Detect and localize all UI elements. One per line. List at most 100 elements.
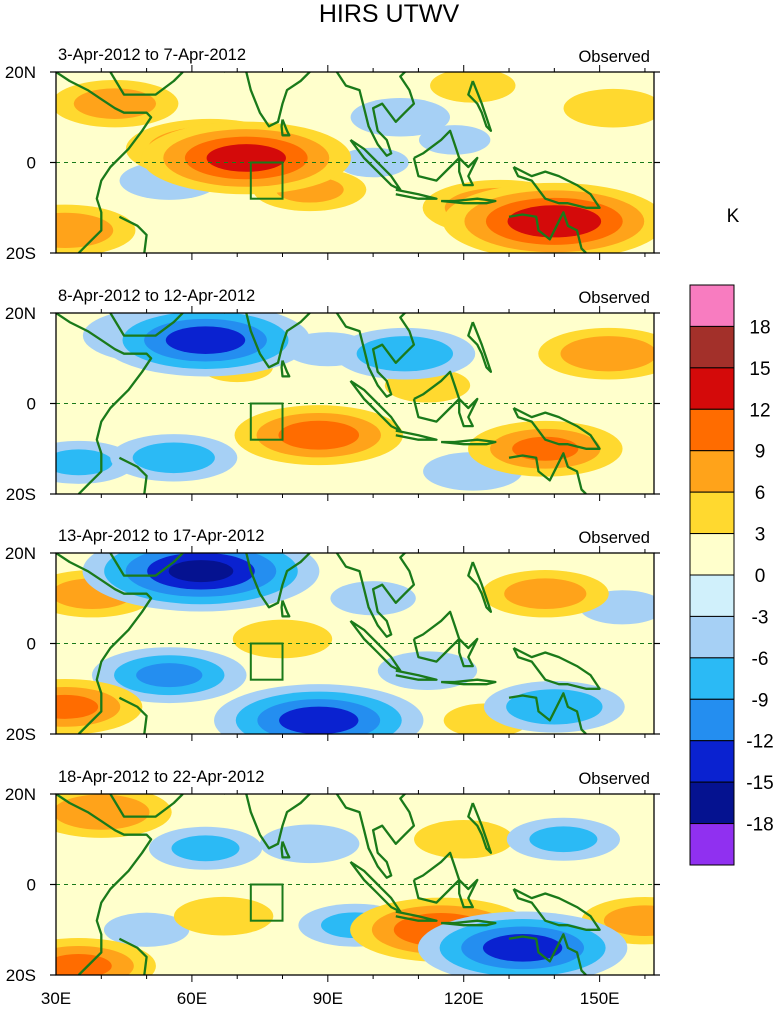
coastline [458,156,479,187]
y-tick-label: 20S [6,966,36,985]
coastline [512,646,601,690]
panel-period-label: 18-Apr-2012 to 22-Apr-2012 [58,768,264,786]
contour-band [56,794,150,830]
coastline [223,72,312,128]
coastline [508,452,587,494]
y-tick-label: 20N [5,63,36,82]
colorbar-tick-label: -9 [752,690,769,711]
contour-band [278,420,360,450]
colorbar-swatch [689,408,735,452]
contour-band [56,953,112,975]
y-tick-label: 0 [27,154,36,173]
colorbar-tick-label: 6 [755,483,766,504]
panel-observed-label: Observed [578,529,650,547]
panel-observed-label: Observed [578,289,650,307]
map-panel: 20N 0 20S 13-Apr-2012 to 17-Apr-2012 Observe… [5,527,660,744]
contour-band [563,88,654,128]
x-tick-label: 30E [41,989,71,1008]
coastline [56,794,153,975]
coastline [335,553,416,638]
coastline [395,910,438,922]
contour-band [136,663,203,688]
colorbar-swatch [689,491,735,535]
coastline [56,313,153,494]
coastline [56,553,153,734]
coastline [395,669,438,681]
colorbar-tick-label: 12 [749,400,770,421]
colorbar-tick-label: -12 [746,732,773,753]
x-tick-label: 120E [444,989,484,1008]
y-tick-label: 20S [6,244,36,263]
y-tick-label: 20S [6,485,36,504]
x-tick-label: 90E [313,989,343,1008]
coastline [512,406,601,450]
contour-band [418,125,491,155]
contour-band [56,694,99,719]
colorbar-swatch [689,657,735,700]
coastline [223,553,312,609]
colorbar-tick-label: 3 [755,525,766,546]
coastline [412,851,461,904]
colorbar-swatch [689,781,735,825]
map-panel: 20N 0 20S 3-Apr-2012 to 7-Apr-2012 Observed [5,46,660,263]
x-tick-label: 60E [177,989,207,1008]
contour-band [279,706,359,734]
contour-band [337,147,409,178]
contour-band [73,88,156,119]
anomaly-field [56,794,654,975]
contour-band [482,934,563,962]
colorbar-swatch [689,284,735,327]
coastline [335,313,416,398]
coastline [223,313,312,369]
coastline [412,370,461,423]
panel-period-label: 13-Apr-2012 to 17-Apr-2012 [58,527,264,545]
coastlines [56,794,601,975]
coastline [458,637,479,668]
colorbar-swatch [689,325,735,369]
x-tick-label: 150E [580,989,620,1008]
colorbar-swatch [689,740,735,783]
colorbar-tick-label: 15 [749,359,770,380]
coastlines [56,313,601,494]
contour-band [259,824,360,864]
colorbar-swatch [689,823,735,866]
coastline [118,696,148,734]
colorbar-tick-label: -6 [752,649,769,670]
y-tick-label: 0 [27,876,36,895]
coastline [109,72,184,96]
contour-band [168,560,234,583]
figure-title: HIRS UTWV [319,0,460,28]
contour-band [56,449,113,476]
y-tick-label: 20N [5,785,36,804]
coastline [458,878,479,909]
coastline [467,561,493,613]
contour-band [165,326,246,354]
colorbar-swatch [689,574,735,617]
coastline [467,80,493,132]
coastline [395,429,438,441]
coastline [118,937,148,975]
contour-band [171,835,240,862]
y-tick-label: 20S [6,725,36,744]
coastline [508,211,587,253]
coastline [335,794,416,879]
colorbar: K 18 15 12 9 6 3 0 -3 -6 -9 -12 -15 -18 [689,206,774,866]
colorbar-tick-label: -18 [746,815,773,836]
contour-band [529,826,598,853]
colorbar-tick-label: -15 [746,773,773,794]
contour-band [507,205,602,238]
anomaly-field [56,72,654,253]
contour-band [56,212,114,248]
coastline [280,841,291,859]
y-tick-label: 20N [5,304,36,323]
y-tick-label: 0 [27,635,36,654]
coastline [412,610,461,663]
contour-band [560,336,654,372]
coastline [440,438,497,446]
contour-band [330,581,416,616]
colorbar-tick-label: 0 [755,566,766,587]
contour-band [504,578,587,610]
contour-band [377,651,478,690]
